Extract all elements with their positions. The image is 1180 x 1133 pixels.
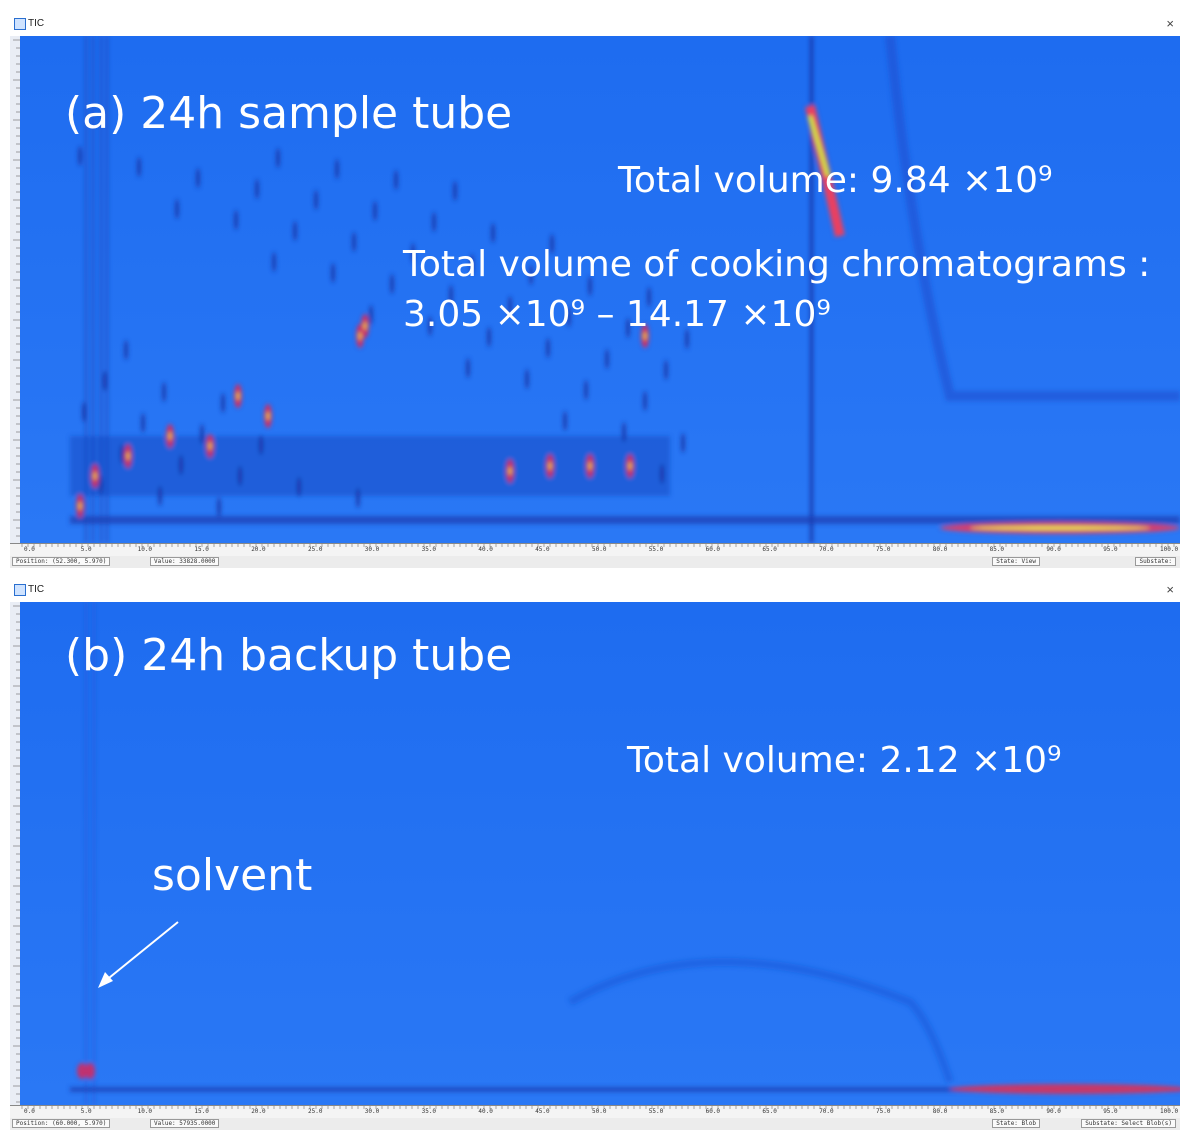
x-tick-label: 35.0 xyxy=(422,546,436,553)
window-icon xyxy=(14,584,26,596)
status-position: Position: (52.300, 5.970) xyxy=(12,557,110,566)
x-tick-label: 40.0 xyxy=(478,546,492,553)
x-tick-label: 5.0 xyxy=(81,546,92,553)
window: TIC × (b) 24h backup tube Total volume: 2.1… xyxy=(10,578,1180,1130)
x-tick-label: 50.0 xyxy=(592,546,606,553)
x-tick-label: 65.0 xyxy=(762,1108,776,1115)
status-bar: Position: (60.000, 5.970) Value: 57935.00… xyxy=(10,1118,1180,1130)
window-title: TIC xyxy=(28,584,44,595)
x-tick-label: 40.0 xyxy=(478,1108,492,1115)
x-tick-label: 60.0 xyxy=(706,1108,720,1115)
status-state: State: Blob xyxy=(992,1119,1040,1128)
x-tick-label: 35.0 xyxy=(422,1108,436,1115)
screenshot: {"panels": [ {"window_title": "TIC", "cl… xyxy=(0,0,1180,1133)
status-substate: Substate: xyxy=(1135,557,1176,566)
x-tick-label: 75.0 xyxy=(876,1108,890,1115)
status-state: State: View xyxy=(992,557,1040,566)
x-tick-label: 80.0 xyxy=(933,546,947,553)
x-axis: 0.0 5.0 10.0 15.0 20.0 25.0 30.0 35.0 40.0 45.0 50… xyxy=(10,1105,1180,1119)
chromatogram: (a) 24h sample tube Total volume: 9.84 ×1… xyxy=(10,36,1180,543)
x-tick-label: 20.0 xyxy=(251,546,265,553)
annotation: (a) 24h sample tube xyxy=(65,88,512,139)
x-tick-label: 95.0 xyxy=(1103,1108,1117,1115)
x-tick-label: 15.0 xyxy=(194,546,208,553)
x-tick-label: 55.0 xyxy=(649,546,663,553)
x-tick-label: 30.0 xyxy=(365,1108,379,1115)
annotation: Total volume: 9.84 ×10⁹ xyxy=(618,160,1052,201)
title-bar: TIC × xyxy=(10,578,1180,602)
x-tick-label: 30.0 xyxy=(365,546,379,553)
x-tick-label: 75.0 xyxy=(876,546,890,553)
x-tick-label: 100.0 xyxy=(1160,1108,1178,1115)
window-title: TIC xyxy=(28,18,44,29)
x-tick-label: 50.0 xyxy=(592,1108,606,1115)
x-tick-label: 85.0 xyxy=(990,546,1004,553)
x-tick-label: 45.0 xyxy=(535,1108,549,1115)
x-tick-label: 90.0 xyxy=(1046,546,1060,553)
chromatogram: (b) 24h backup tube Total volume: 2.12 ×1… xyxy=(10,602,1180,1105)
x-tick-label: 0.0 xyxy=(24,546,35,553)
x-tick-label: 65.0 xyxy=(762,546,776,553)
title-bar: TIC × xyxy=(10,12,1180,36)
x-tick-label: 10.0 xyxy=(138,1108,152,1115)
status-substate: Substate: Select Blob(s) xyxy=(1081,1119,1176,1128)
x-tick-label: 80.0 xyxy=(933,1108,947,1115)
status-value: Value: 33828.0000 xyxy=(150,557,219,566)
x-tick-label: 15.0 xyxy=(194,1108,208,1115)
annotation: (b) 24h backup tube xyxy=(65,630,512,681)
x-tick-label: 95.0 xyxy=(1103,546,1117,553)
window: TIC × (a) 24h sample tube Total volume: 9.8… xyxy=(10,12,1180,568)
x-tick-label: 25.0 xyxy=(308,546,322,553)
annotation: Total volume: 2.12 ×10⁹ xyxy=(627,740,1061,781)
x-tick-label: 60.0 xyxy=(706,546,720,553)
x-tick-label: 45.0 xyxy=(535,546,549,553)
window-icon xyxy=(14,18,26,30)
x-tick-label: 20.0 xyxy=(251,1108,265,1115)
status-value: Value: 57935.0000 xyxy=(150,1119,219,1128)
x-tick-label: 55.0 xyxy=(649,1108,663,1115)
status-position: Position: (60.000, 5.970) xyxy=(12,1119,110,1128)
annotation: solvent xyxy=(152,850,312,901)
annotation: Total volume of cooking chromatograms : xyxy=(403,244,1150,285)
x-tick-label: 100.0 xyxy=(1160,546,1178,553)
close-button[interactable]: × xyxy=(1166,16,1174,31)
x-tick-label: 70.0 xyxy=(819,1108,833,1115)
x-tick-label: 0.0 xyxy=(24,1108,35,1115)
x-axis: 0.0 5.0 10.0 15.0 20.0 25.0 30.0 35.0 40.0 45.0 50… xyxy=(10,543,1180,557)
annotation: 3.05 ×10⁹ – 14.17 ×10⁹ xyxy=(403,294,831,335)
x-tick-label: 90.0 xyxy=(1046,1108,1060,1115)
x-tick-label: 25.0 xyxy=(308,1108,322,1115)
x-tick-label: 70.0 xyxy=(819,546,833,553)
x-tick-label: 10.0 xyxy=(138,546,152,553)
x-tick-label: 5.0 xyxy=(81,1108,92,1115)
status-bar: Position: (52.300, 5.970) Value: 33828.00… xyxy=(10,556,1180,568)
x-tick-label: 85.0 xyxy=(990,1108,1004,1115)
close-button[interactable]: × xyxy=(1166,582,1174,597)
